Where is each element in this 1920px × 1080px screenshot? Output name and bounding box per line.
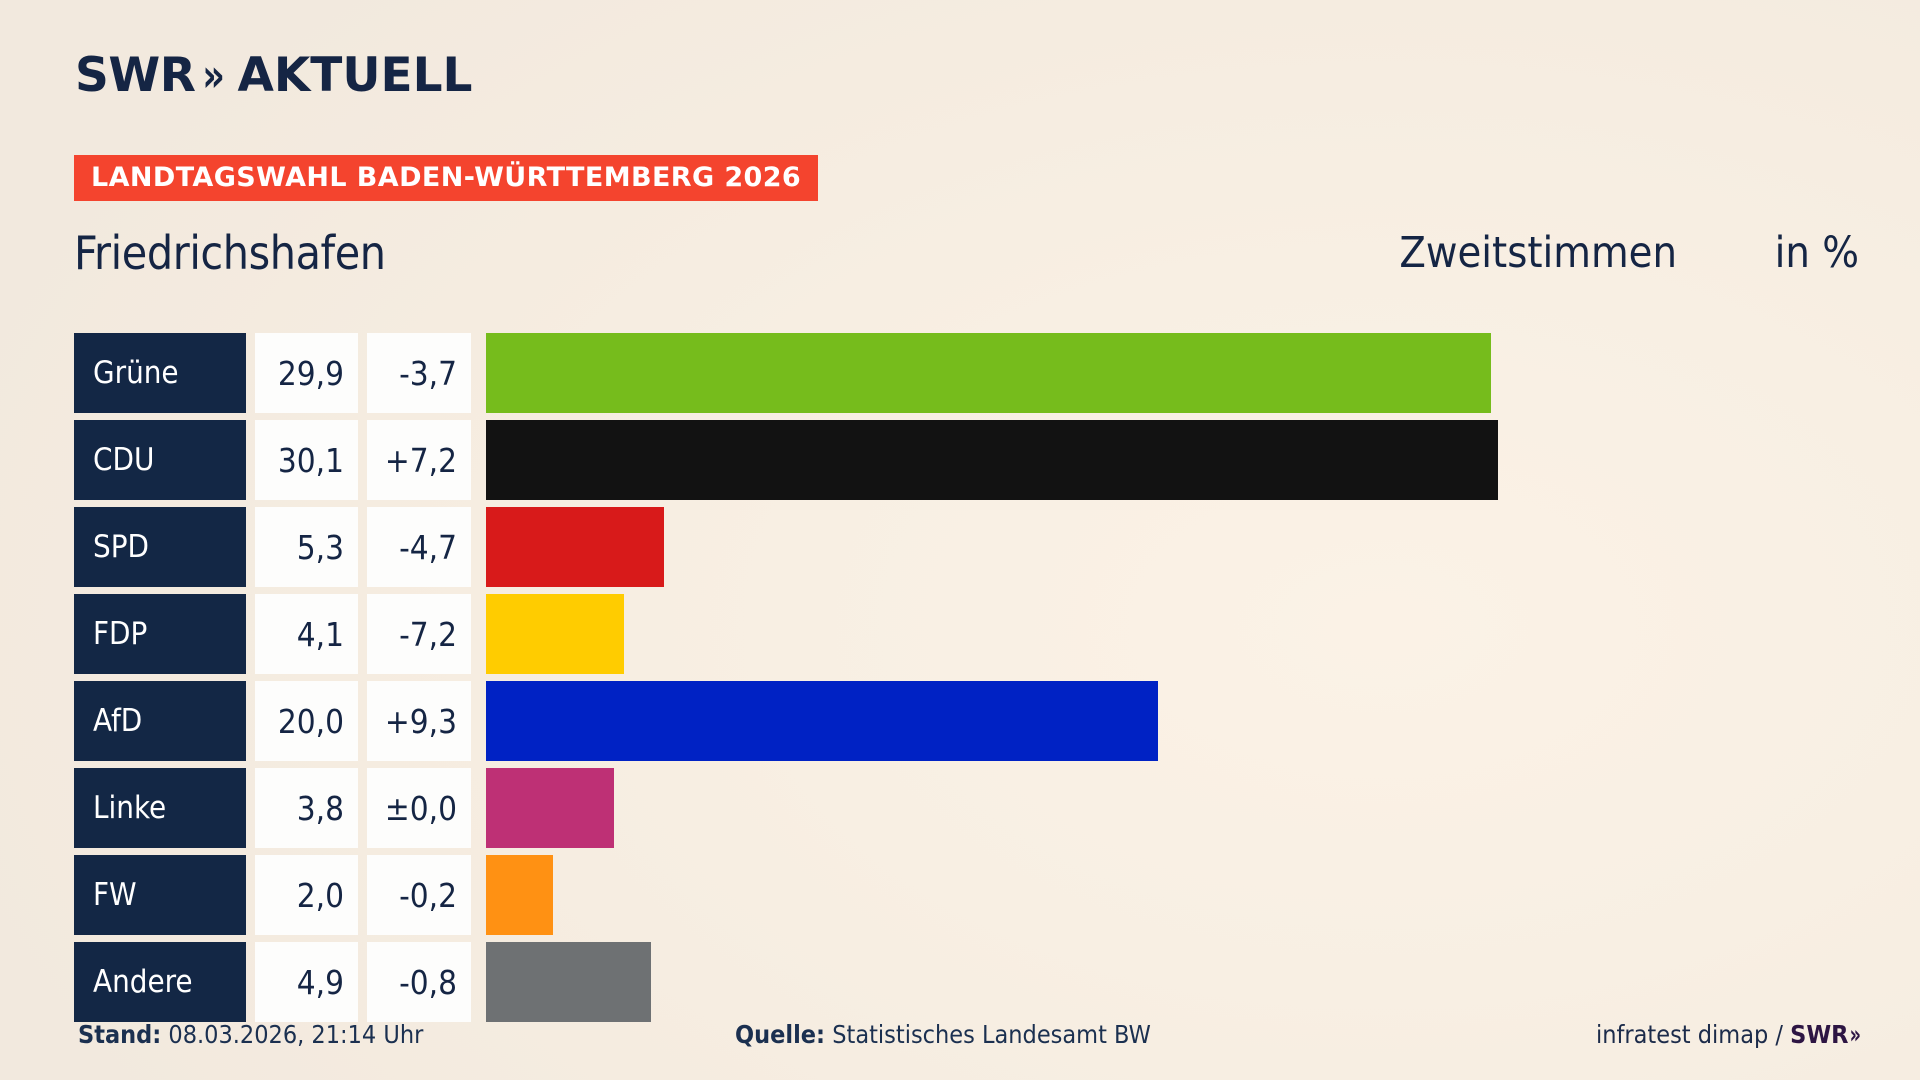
result-bar [486,507,665,587]
vote-change-cell: -4,7 [367,507,471,587]
unit-label: in % [1774,228,1859,278]
bar-track [486,333,1864,413]
stand-label: Stand: [78,1020,162,1049]
result-bar [486,333,1491,413]
table-row: FW 2,0 -0,2 [74,855,1864,935]
swr-wordmark: SWR [75,48,196,103]
subheader: Friedrichshafen Zweitstimmen in % [0,226,1920,288]
table-row: FDP 4,1 -7,2 [74,594,1864,674]
vote-share-cell: 20,0 [255,681,358,761]
stand-value: 08.03.2026, 21:14 Uhr [168,1020,424,1049]
party-name-cell: SPD [74,507,246,587]
vote-share-cell: 4,9 [255,942,358,1022]
election-title-banner: LANDTAGSWAHL BADEN-WÜRTTEMBERG 2026 [74,155,819,201]
party-name-cell: Grüne [74,333,246,413]
bar-track [486,768,1864,848]
double-chevron-right-icon: » [202,49,226,102]
credit-swr-wordmark: SWR [1790,1020,1849,1049]
quelle-value: Statistisches Landesamt BW [832,1020,1151,1049]
party-name-cell: CDU [74,420,246,500]
aktuell-wordmark: AKTUELL [237,48,473,103]
vote-change-cell: -7,2 [367,594,471,674]
vote-change-cell: +9,3 [367,681,471,761]
results-bar-chart: Grüne 29,9 -3,7 CDU 30,1 +7,2 SPD 5,3 -4,7 FDP 4,1… [74,333,1864,1029]
result-bar [486,420,1498,500]
bar-track [486,855,1864,935]
party-name-cell: FW [74,855,246,935]
bar-track [486,507,1864,587]
party-name-cell: Andere [74,942,246,1022]
table-row: CDU 30,1 +7,2 [74,420,1864,500]
vote-change-cell: -0,2 [367,855,471,935]
table-row: AfD 20,0 +9,3 [74,681,1864,761]
swr-aktuell-logo: SWR » AKTUELL [75,52,473,99]
quelle-label: Quelle: [735,1020,826,1049]
table-row: Linke 3,8 ±0,0 [74,768,1864,848]
source-info: Quelle: Statistisches Landesamt BW [735,1020,1151,1049]
result-bar [486,768,614,848]
bar-track [486,681,1864,761]
party-name-cell: AfD [74,681,246,761]
footer: Stand: 08.03.2026, 21:14 Uhr Quelle: Sta… [0,1020,1920,1066]
vote-change-cell: +7,2 [367,420,471,500]
table-row: Grüne 29,9 -3,7 [74,333,1864,413]
vote-change-cell: -3,7 [367,333,471,413]
vote-kind-label: Zweitstimmen [1399,228,1677,278]
bar-track [486,594,1864,674]
party-name-cell: FDP [74,594,246,674]
double-chevron-right-icon-footer: » [1850,1020,1862,1049]
bar-track [486,420,1864,500]
vote-share-cell: 29,9 [255,333,358,413]
vote-change-cell: ±0,0 [367,768,471,848]
vote-share-cell: 2,0 [255,855,358,935]
result-bar [486,594,624,674]
table-row: Andere 4,9 -0,8 [74,942,1864,1022]
stand-info: Stand: 08.03.2026, 21:14 Uhr [78,1020,423,1049]
region-name: Friedrichshafen [74,226,386,280]
credit-info: infratest dimap / SWR» [1596,1020,1863,1049]
vote-share-cell: 4,1 [255,594,358,674]
result-bar [486,681,1159,761]
vote-change-cell: -0,8 [367,942,471,1022]
result-bar [486,855,554,935]
vote-share-cell: 30,1 [255,420,358,500]
result-bar [486,942,651,1022]
bar-track [486,942,1864,1022]
party-name-cell: Linke [74,768,246,848]
table-row: SPD 5,3 -4,7 [74,507,1864,587]
vote-share-cell: 5,3 [255,507,358,587]
vote-share-cell: 3,8 [255,768,358,848]
credit-agency: infratest dimap / [1595,1020,1791,1049]
